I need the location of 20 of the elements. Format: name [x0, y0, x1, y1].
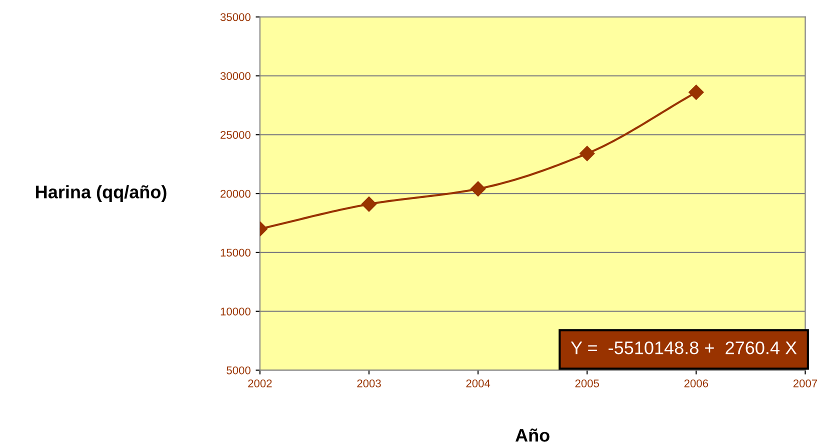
x-axis-title: Año [515, 428, 550, 442]
x-tick-label: 2006 [684, 380, 708, 388]
y-tick-label: 25000 [220, 130, 250, 139]
point [470, 181, 486, 196]
x-tick-label: 2005 [575, 380, 600, 388]
y-tick-label: 20000 [220, 190, 250, 198]
x-tick-label: 2007 [793, 380, 818, 388]
y-tick-label: 15000 [220, 248, 250, 257]
x-tick-label: 2004 [466, 380, 490, 388]
y-tick-label: 10000 [220, 308, 250, 316]
point [580, 146, 595, 162]
x-tick-label: 2003 [357, 380, 381, 388]
point [361, 196, 377, 212]
y-tick-label: 5000 [226, 366, 250, 374]
x-tick-label: 2002 [248, 380, 272, 388]
y-tick-label: 30000 [220, 72, 250, 80]
y-tick-label: 35000 [220, 13, 250, 22]
annotation: Y = -5510148.8 + 2760.4 X [570, 341, 797, 354]
y-axis-title: Harina (qq/año) [36, 185, 166, 202]
point [688, 84, 704, 100]
